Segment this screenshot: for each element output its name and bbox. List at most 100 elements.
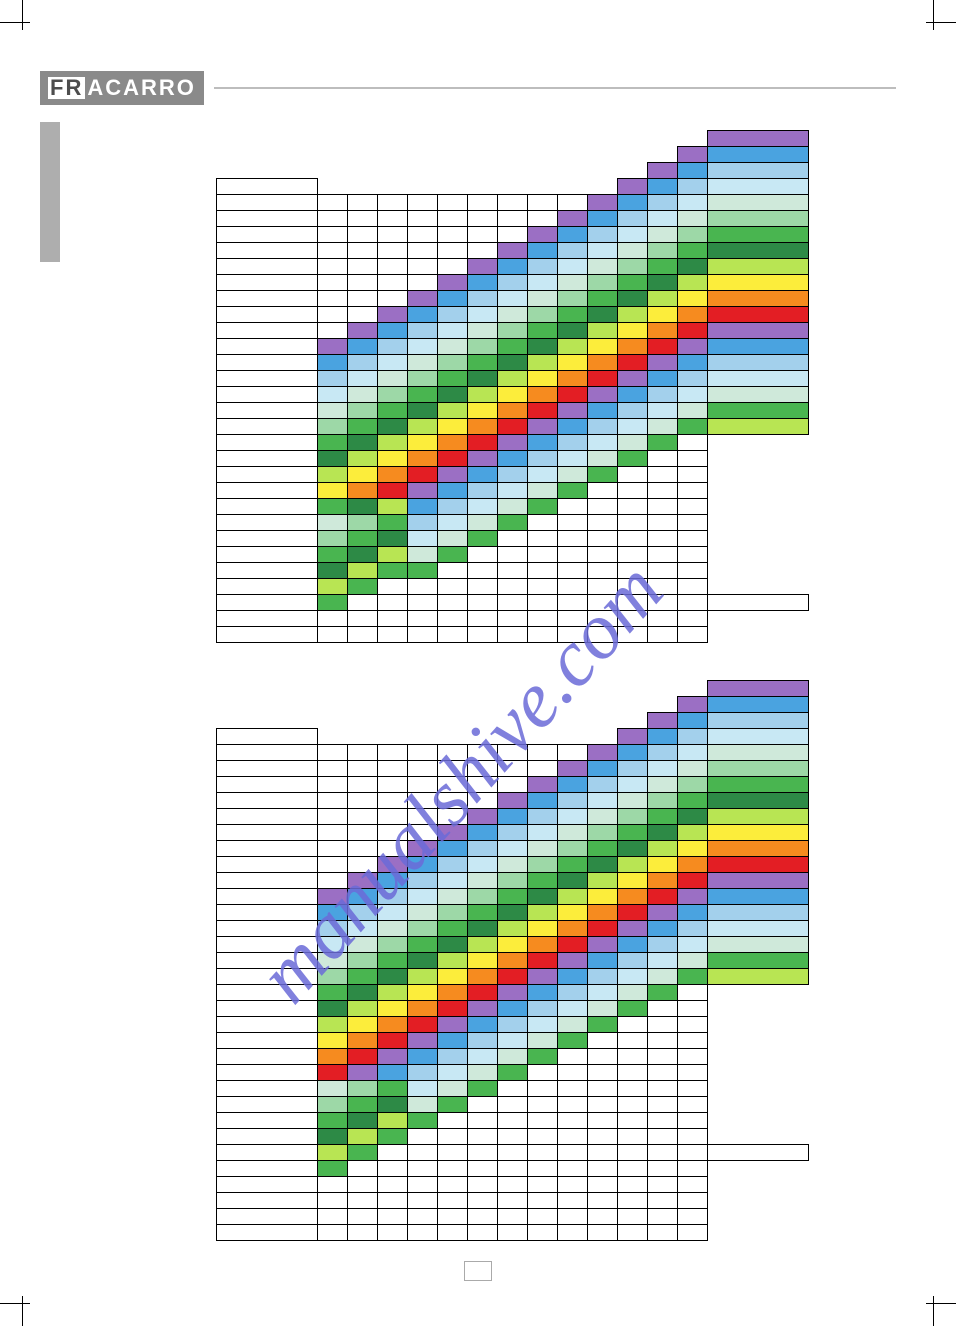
heatmap-cell [528, 1049, 558, 1065]
heatmap-cell [348, 451, 378, 467]
heatmap-cell [318, 259, 348, 275]
logo-rest: ACARRO [87, 75, 196, 101]
heatmap-cell [708, 1081, 809, 1097]
heatmap-cell [378, 1193, 408, 1209]
heatmap-cell [588, 1129, 618, 1145]
heatmap-cell [318, 1193, 348, 1209]
heatmap-cell [318, 243, 348, 259]
heatmap-cell [348, 275, 378, 291]
heatmap-cell [408, 937, 438, 953]
heatmap-cell [408, 419, 438, 435]
heatmap-cell [708, 1193, 809, 1209]
heatmap-cell [558, 937, 588, 953]
heatmap-cell [408, 163, 438, 179]
heatmap-cell [378, 451, 408, 467]
heatmap-cell [588, 953, 618, 969]
heatmap-cell [468, 1129, 498, 1145]
heatmap-cell [348, 323, 378, 339]
heatmap-cell [468, 937, 498, 953]
heatmap-cell [648, 467, 678, 483]
heatmap-cell [588, 211, 618, 227]
heatmap-cell [378, 243, 408, 259]
heatmap-cell [468, 451, 498, 467]
heatmap-cell [498, 419, 528, 435]
heatmap-cell [558, 131, 588, 147]
heatmap-cell [528, 515, 558, 531]
heatmap-cell [468, 1049, 498, 1065]
heatmap-cell [318, 857, 348, 873]
heatmap-cell [318, 499, 348, 515]
heatmap-cell [678, 275, 708, 291]
heatmap-cell [708, 195, 809, 211]
heatmap-cell [438, 1161, 468, 1177]
heatmap-cell [528, 969, 558, 985]
heatmap-cell [217, 1145, 318, 1161]
heatmap-cell [558, 1193, 588, 1209]
heatmap-cell [468, 1145, 498, 1161]
heatmap-cell [468, 195, 498, 211]
heatmap-cell [648, 857, 678, 873]
heatmap-cell [588, 451, 618, 467]
heatmap-cell [648, 611, 678, 627]
heatmap-cell [498, 563, 528, 579]
heatmap-cell [348, 761, 378, 777]
heatmap-cell [378, 227, 408, 243]
heatmap-cell [648, 777, 678, 793]
heatmap-cell [468, 419, 498, 435]
heatmap-cell [618, 291, 648, 307]
heatmap-cell [408, 729, 438, 745]
heatmap-cell [678, 515, 708, 531]
heatmap-cell [588, 563, 618, 579]
heatmap-cell [217, 307, 318, 323]
heatmap-cell [498, 1017, 528, 1033]
heatmap-cell [378, 515, 408, 531]
heatmap-cell [498, 1049, 528, 1065]
heatmap-cell [318, 1161, 348, 1177]
heatmap-cell [678, 131, 708, 147]
heatmap-cell [528, 355, 558, 371]
heatmap-cell [438, 1033, 468, 1049]
heatmap-cell [588, 483, 618, 499]
heatmap-cell [348, 179, 378, 195]
heatmap-cell [348, 1145, 378, 1161]
heatmap-cell [528, 595, 558, 611]
heatmap-cell [408, 563, 438, 579]
heatmap-cell [348, 227, 378, 243]
heatmap-cell [217, 499, 318, 515]
heatmap-cell [588, 355, 618, 371]
heatmap-cell [318, 1097, 348, 1113]
heatmap-cell [708, 1001, 809, 1017]
heatmap-cell [558, 681, 588, 697]
heatmap-cell [378, 921, 408, 937]
heatmap-cell [618, 499, 648, 515]
heatmap-cell [217, 1033, 318, 1049]
heatmap-cell [438, 985, 468, 1001]
heatmap-cell [588, 729, 618, 745]
heatmap-cell [528, 713, 558, 729]
heatmap-cell [348, 195, 378, 211]
heatmap-cell [378, 179, 408, 195]
heatmap-cell [318, 547, 348, 563]
heatmap-cell [708, 953, 809, 969]
heatmap-cell [648, 1177, 678, 1193]
heatmap-cell [618, 761, 648, 777]
heatmap-cell [498, 729, 528, 745]
heatmap-cell [318, 371, 348, 387]
heatmap-cell [618, 1225, 648, 1241]
heatmap-cell [708, 339, 809, 355]
heatmap-cell [318, 793, 348, 809]
heatmap-cell [217, 275, 318, 291]
heatmap-cell [708, 857, 809, 873]
heatmap-cell [708, 1129, 809, 1145]
heatmap-cell [708, 1017, 809, 1033]
heatmap-cell [318, 483, 348, 499]
heatmap-cell [498, 825, 528, 841]
heatmap-cell [217, 1081, 318, 1097]
heatmap-cell [348, 259, 378, 275]
heatmap-cell [468, 547, 498, 563]
heatmap-cell [408, 1145, 438, 1161]
heatmap-cell [588, 499, 618, 515]
heatmap-cell [528, 745, 558, 761]
heatmap-cell [708, 387, 809, 403]
heatmap-cell [528, 211, 558, 227]
